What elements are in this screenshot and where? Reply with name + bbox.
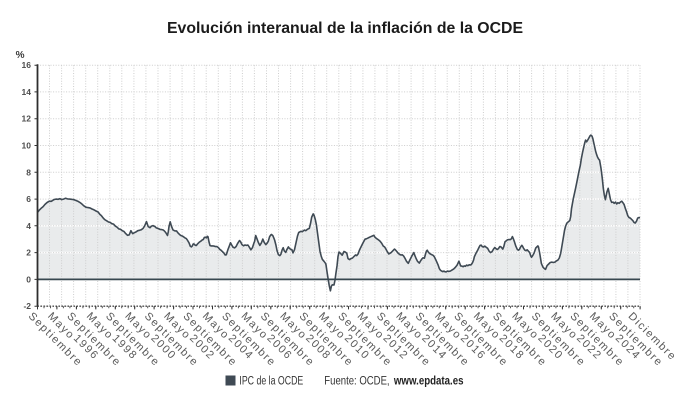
svg-text:2: 2 xyxy=(26,248,31,258)
svg-text:0: 0 xyxy=(26,274,31,284)
svg-text:-2: -2 xyxy=(23,301,31,311)
svg-text:6: 6 xyxy=(26,194,31,204)
svg-text:8: 8 xyxy=(26,167,31,177)
svg-text:10: 10 xyxy=(22,141,32,151)
svg-text:Evolución interanual de la inf: Evolución interanual de la inflación de … xyxy=(167,20,523,37)
svg-text:16: 16 xyxy=(22,60,32,70)
svg-text:www.epdata.es: www.epdata.es xyxy=(393,376,463,388)
svg-text:14: 14 xyxy=(22,87,32,97)
svg-text:12: 12 xyxy=(22,114,32,124)
svg-text:%: % xyxy=(16,50,25,61)
svg-text:4: 4 xyxy=(26,221,31,231)
svg-text:IPC de la OCDE: IPC de la OCDE xyxy=(239,376,303,388)
svg-text:Fuente: OCDE,: Fuente: OCDE, xyxy=(324,376,389,388)
